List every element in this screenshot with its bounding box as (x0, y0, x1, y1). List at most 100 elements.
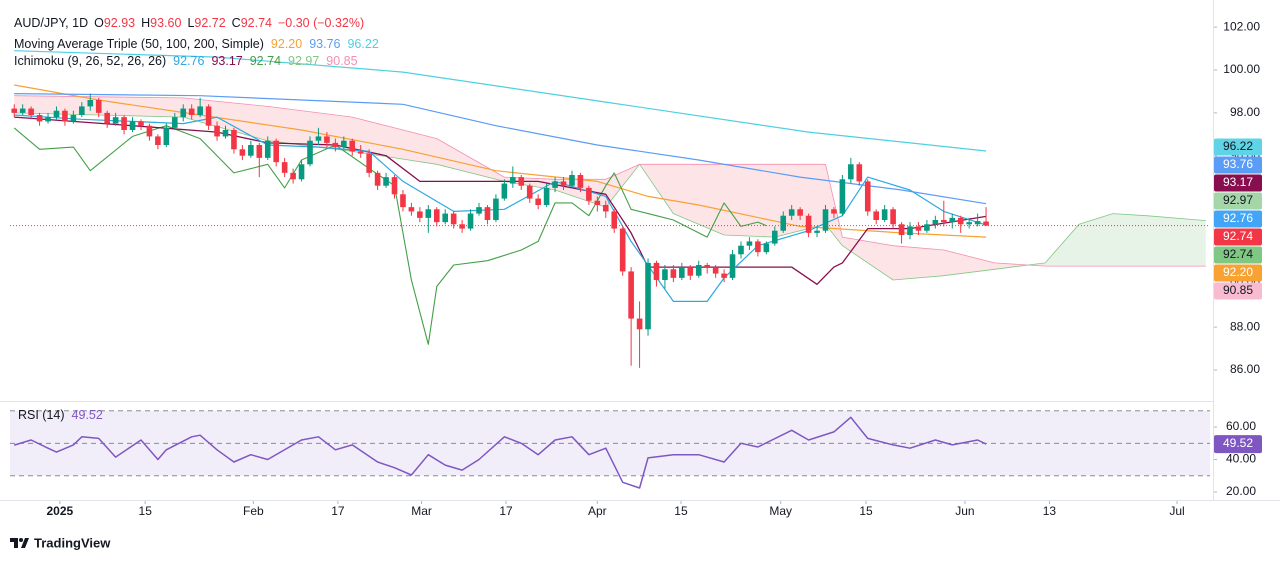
candle-body (95, 100, 102, 113)
candle-body (619, 228, 626, 272)
rsi-legend-label: RSI (14) (18, 408, 65, 422)
candle-body (281, 162, 288, 173)
x-tick-label: 15 (859, 504, 873, 518)
candle-body (636, 318, 643, 330)
candle-body (670, 269, 677, 278)
candle-body (19, 108, 26, 113)
lagging-span-line (13, 125, 767, 345)
candle-body (171, 117, 178, 128)
candle-body (366, 153, 372, 173)
candle-body (932, 220, 939, 225)
cloud-fill (1112, 213, 1147, 267)
candle-body (822, 209, 829, 231)
cloud-fill (1079, 213, 1113, 267)
candle-body (695, 265, 702, 276)
candle-body (510, 177, 516, 184)
candle-body (298, 164, 305, 180)
candle-body (341, 140, 347, 148)
cloud-fill (724, 164, 775, 238)
candle-body (315, 136, 322, 141)
y-tick-label: 88.00 (1230, 319, 1260, 333)
candle-body (543, 187, 550, 205)
legend-ohlc-value: 92.93 (104, 16, 135, 30)
candle-body (594, 200, 601, 205)
candle-body (324, 136, 330, 143)
rsi-badge (1214, 435, 1262, 454)
candle-body (797, 209, 803, 216)
cloud-fill (673, 164, 725, 235)
rsi-y-tick-label: 60.00 (1226, 419, 1256, 433)
price-badge-label: 93.17 (1223, 175, 1253, 189)
candle-body (907, 226, 913, 235)
x-tick-label: 13 (1043, 504, 1057, 518)
legend-ma-value: 92.20 (271, 37, 302, 51)
price-badge (1214, 246, 1262, 264)
candle-body (332, 142, 339, 148)
candle-body (755, 241, 761, 253)
price-badge (1214, 174, 1262, 192)
x-tick-label: 2025 (47, 504, 74, 518)
legend-ichimoku-label: Ichimoku (9, 26, 52, 26, 26) (14, 54, 166, 68)
candle-body (222, 130, 229, 137)
price-badge-label: 92.74 (1223, 229, 1253, 243)
candle-body (188, 108, 195, 115)
candle-body (983, 221, 989, 226)
rsi-y-tick-label: 20.00 (1226, 484, 1256, 498)
legend-ohlc-key: C (232, 16, 241, 30)
x-tick-label: Jul (1169, 504, 1184, 518)
candle-body (898, 224, 905, 235)
candle-body (653, 262, 660, 280)
cloud-fill (267, 106, 353, 152)
candle-body (214, 125, 220, 137)
legend-ohlc-value: 92.74 (241, 16, 272, 30)
candle-body (62, 110, 68, 122)
rsi-legend: RSI (14) 49.52 (18, 408, 103, 422)
cloud-fill (436, 138, 505, 182)
price-badge (1214, 210, 1262, 228)
candle-body (890, 209, 896, 225)
x-tick-label: 17 (331, 504, 345, 518)
candle-body (45, 117, 51, 122)
candle-body (569, 175, 575, 186)
candle-body (391, 177, 398, 195)
y-tick-label: 102.00 (1223, 19, 1260, 33)
candle-body (273, 140, 279, 163)
candle-body (112, 117, 119, 124)
cloud-fill (1045, 224, 1080, 267)
candle-body (450, 213, 457, 225)
candle-body (383, 177, 389, 186)
candle-body (264, 140, 271, 158)
candle-body (771, 230, 778, 244)
candle-body (180, 108, 187, 118)
cloud-fill (555, 179, 606, 208)
candle-body (856, 164, 863, 182)
price-badge (1214, 138, 1262, 156)
watermark: TradingView (34, 535, 111, 550)
cloud-fill (943, 250, 995, 276)
candle-body (966, 222, 972, 225)
candle-body (763, 243, 770, 253)
x-tick-label: May (769, 504, 792, 518)
legend-ichimoku-value: 90.85 (326, 54, 357, 68)
candle-body (349, 140, 356, 152)
x-tick-label: 15 (139, 504, 153, 518)
candle-body (560, 181, 567, 186)
cloud-fill (774, 164, 826, 238)
candle-body (679, 267, 685, 278)
candle-body (417, 211, 423, 218)
candle-body (780, 215, 787, 231)
candle-body (104, 112, 110, 124)
candle-body (915, 226, 922, 231)
x-tick-label: Apr (588, 504, 607, 518)
candle-body (256, 145, 263, 158)
price-badge-label: 92.74 (1223, 247, 1253, 261)
candle-body (408, 207, 415, 212)
logo-mark (10, 538, 18, 548)
candle-body (290, 172, 296, 180)
candle-body (11, 108, 18, 113)
candle-body (425, 209, 432, 218)
moving-average-line (14, 50, 987, 152)
candle-body (231, 130, 237, 150)
legend-ichimoku-value: 92.76 (173, 54, 204, 68)
candle-body (949, 217, 956, 223)
